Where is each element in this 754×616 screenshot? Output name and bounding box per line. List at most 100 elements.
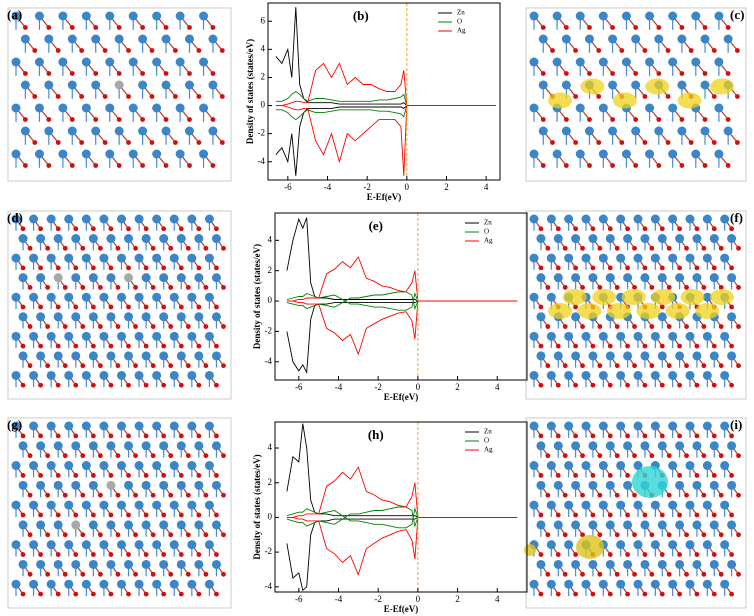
zn-atom (176, 520, 186, 530)
o-atom (590, 226, 596, 232)
zn-atom (564, 461, 574, 471)
o-atom (711, 591, 717, 597)
panel-label: (i) (730, 417, 742, 432)
zn-atom (105, 149, 115, 159)
o-atom (666, 453, 672, 459)
o-atom (20, 552, 26, 557)
o-atom (126, 304, 131, 310)
o-atom (597, 571, 603, 577)
zn-atom (692, 559, 702, 569)
zn-atom (99, 500, 109, 510)
o-atom (168, 363, 174, 369)
zn-atom (141, 312, 151, 322)
o-atom (625, 343, 630, 349)
zn-atom (709, 480, 719, 490)
o-atom (203, 571, 209, 577)
cell-box (7, 417, 232, 609)
o-atom (196, 512, 202, 518)
zn-atom (187, 292, 197, 302)
zn-atom (529, 214, 539, 224)
o-atom (90, 512, 96, 518)
o-atom (684, 571, 689, 577)
zn-atom (141, 559, 151, 569)
zn-atom (81, 500, 91, 510)
zn-atom (81, 370, 91, 380)
zn-atom (105, 11, 115, 21)
zn-atom (529, 500, 539, 510)
zn-atom (53, 520, 63, 530)
o-atom (22, 117, 28, 122)
zn-atom (616, 370, 626, 380)
o-atom (587, 71, 592, 76)
o-atom (597, 324, 603, 329)
o-atom (642, 343, 648, 349)
y-tick-label: 4 (268, 234, 273, 244)
o-atom (115, 285, 121, 290)
o-atom (178, 473, 184, 478)
zn-atom (152, 292, 162, 302)
legend-label: O (457, 18, 462, 26)
o-atom (633, 25, 639, 30)
zn-atom (71, 559, 81, 569)
y-tick-label: -4 (265, 356, 273, 366)
o-atom (711, 226, 717, 232)
o-atom (133, 453, 138, 459)
o-atom (214, 265, 219, 271)
o-atom (587, 25, 592, 30)
o-atom (196, 591, 202, 597)
o-atom (133, 571, 138, 577)
zn-atom (81, 461, 91, 471)
o-atom (614, 453, 620, 459)
zn-atom (81, 214, 91, 224)
o-atom (718, 285, 724, 290)
zn-atom (204, 214, 214, 224)
o-atom (185, 492, 191, 498)
cell-box (525, 210, 747, 400)
o-atom (659, 591, 665, 597)
cell-box (525, 7, 747, 182)
zn-atom (529, 11, 539, 21)
x-tick-label: -2 (374, 594, 382, 604)
o-atom (677, 265, 682, 271)
o-atom (573, 48, 578, 53)
x-tick-label: 0 (416, 382, 421, 392)
zn-atom (668, 500, 678, 510)
o-atom (711, 265, 717, 271)
zn-atom (18, 234, 28, 244)
o-atom (677, 552, 682, 557)
o-atom (20, 473, 26, 478)
o-atom (625, 433, 630, 439)
x-tick-label: 4 (495, 382, 500, 392)
zn-atom (605, 351, 615, 361)
charge-density (710, 78, 734, 95)
zn-atom (152, 11, 162, 21)
o-atom (701, 285, 707, 290)
zn-atom (159, 234, 169, 244)
zn-atom (138, 34, 148, 44)
zn-atom (117, 421, 126, 431)
zn-atom (159, 520, 169, 530)
o-atom (108, 512, 114, 518)
o-atom (590, 473, 596, 478)
zn-atom (36, 312, 46, 322)
o-atom (90, 304, 96, 310)
zn-atom (134, 461, 144, 471)
o-atom (46, 25, 52, 30)
o-atom (649, 245, 655, 251)
o-atom (701, 324, 707, 329)
zn-atom (138, 126, 148, 136)
zn-atom (117, 331, 126, 341)
o-atom (562, 285, 568, 290)
zn-atom (58, 103, 68, 113)
o-atom (69, 25, 75, 30)
zn-atom (685, 253, 695, 263)
o-atom (632, 245, 637, 251)
o-atom (62, 324, 68, 329)
zn-atom (46, 579, 56, 589)
o-atom (203, 453, 209, 459)
o-atom (55, 473, 61, 478)
o-atom (38, 591, 44, 597)
o-atom (108, 382, 114, 388)
o-atom (27, 363, 33, 369)
o-atom (133, 285, 138, 290)
